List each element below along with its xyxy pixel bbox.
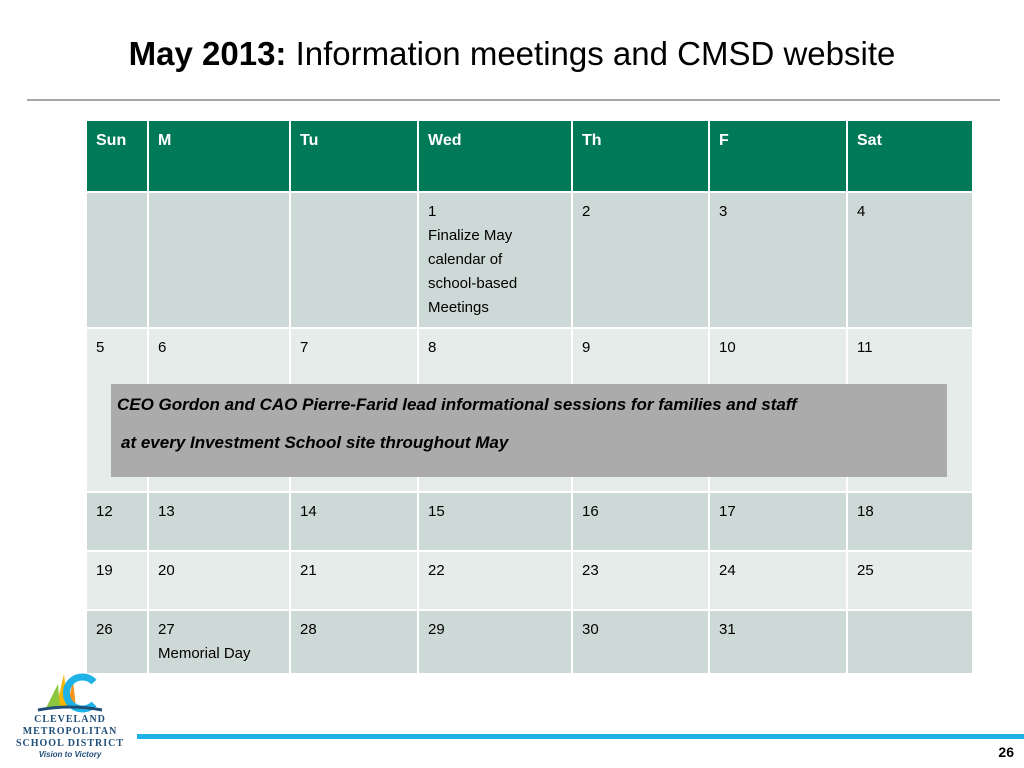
day-note: school-based [428,275,518,292]
day-number: 25 [857,562,874,579]
day-cell-fri: 24 [708,550,848,611]
day-number: 16 [582,503,599,520]
day-cell-mon: 27 Memorial Day [147,609,291,675]
day-number: 31 [719,621,736,638]
day-number: 14 [300,503,317,520]
day-cell-sat: 18 [846,491,974,552]
header-sat: Sat [846,119,974,193]
day-cell-sun: 12 [85,491,149,552]
day-number: 17 [719,503,736,520]
day-cell-sun [85,191,149,329]
day-number: 12 [96,503,113,520]
day-cell-wed: 1 Finalize May calendar of school-based Meet… [417,191,573,329]
day-cell-fri: 31 [708,609,848,675]
day-note: Memorial Day [158,645,251,662]
day-cell-sat: 25 [846,550,974,611]
day-cell-sat: 4 [846,191,974,329]
callout-line-2: at every Investment School site througho… [121,433,509,452]
slide-title-rest: Information meetings and CMSD website [286,35,896,72]
day-number: 24 [719,562,736,579]
header-mon: M [147,119,291,193]
day-number: 29 [428,621,445,638]
day-cell-sun: 19 [85,550,149,611]
callout-line-1: CEO Gordon and CAO Pierre-Farid lead inf… [117,395,797,414]
day-note: Meetings [428,299,489,316]
day-number: 6 [158,339,167,356]
day-number: 4 [857,203,866,220]
slide-title-bold: May 2013: [128,35,287,72]
logo-sail-icon [37,673,103,713]
header-tue: Tu [289,119,419,193]
day-number: 9 [582,339,591,356]
day-cell-thu: 16 [571,491,710,552]
header-sun: Sun [85,119,149,193]
logo-tagline: Vision to Victory [38,750,102,759]
day-number: 28 [300,621,317,638]
slide-title: May 2013: Information meetings and CMSD … [0,32,1024,76]
logo-line-1: CLEVELAND [34,714,106,725]
day-cell-sat [846,609,974,675]
day-cell-tue [289,191,419,329]
day-note: Finalize May [428,227,513,244]
day-number: 19 [96,562,113,579]
day-number: 10 [719,339,736,356]
footer-bar [137,734,1024,739]
day-number: 21 [300,562,317,579]
day-number: 23 [582,562,599,579]
day-cell-wed: 22 [417,550,573,611]
day-cell-tue: 28 [289,609,419,675]
day-cell-mon [147,191,291,329]
day-number: 11 [857,339,873,356]
logo-line-2: METROPOLITAN [22,726,118,737]
title-divider [27,99,1000,101]
logo-line-3: SCHOOL DISTRICT [15,738,125,749]
day-note: calendar of [428,251,503,268]
header-thu: Th [571,119,710,193]
cmsd-logo: CLEVELAND METROPOLITAN SCHOOL DISTRICT V… [14,668,126,764]
day-cell-tue: 21 [289,550,419,611]
day-cell-thu: 30 [571,609,710,675]
header-wed: Wed [417,119,573,193]
day-number: 15 [428,503,445,520]
day-cell-fri: 3 [708,191,848,329]
sessions-callout: CEO Gordon and CAO Pierre-Farid lead inf… [111,384,947,477]
day-number: 2 [582,203,591,220]
day-number: 7 [300,339,309,356]
day-number: 26 [96,621,113,638]
day-cell-wed: 29 [417,609,573,675]
day-cell-wed: 15 [417,491,573,552]
day-cell-thu: 23 [571,550,710,611]
day-number: 3 [719,203,728,220]
day-cell-mon: 13 [147,491,291,552]
day-cell-tue: 14 [289,491,419,552]
calendar-header-row: Sun M Tu Wed Th F Sat [85,119,974,193]
calendar-week-row: 12 13 14 15 16 17 18 [85,491,974,552]
day-number: 20 [158,562,175,579]
calendar-week-row: 19 20 21 22 23 24 25 [85,550,974,611]
day-number: 30 [582,621,599,638]
day-number: 27 [158,621,175,638]
header-fri: F [708,119,848,193]
calendar-week-row: 26 27 Memorial Day 28 29 30 31 [85,609,974,675]
day-number: 8 [428,339,437,356]
day-number: 5 [96,339,105,356]
day-cell-sun: 26 [85,609,149,675]
day-number: 18 [857,503,874,520]
calendar-week-row: 1 Finalize May calendar of school-based Meet… [85,191,974,329]
day-cell-fri: 17 [708,491,848,552]
page-number: 26 [998,744,1014,760]
day-cell-thu: 2 [571,191,710,329]
day-number: 13 [158,503,175,520]
day-number: 22 [428,562,445,579]
day-cell-mon: 20 [147,550,291,611]
day-number: 1 [428,203,437,220]
